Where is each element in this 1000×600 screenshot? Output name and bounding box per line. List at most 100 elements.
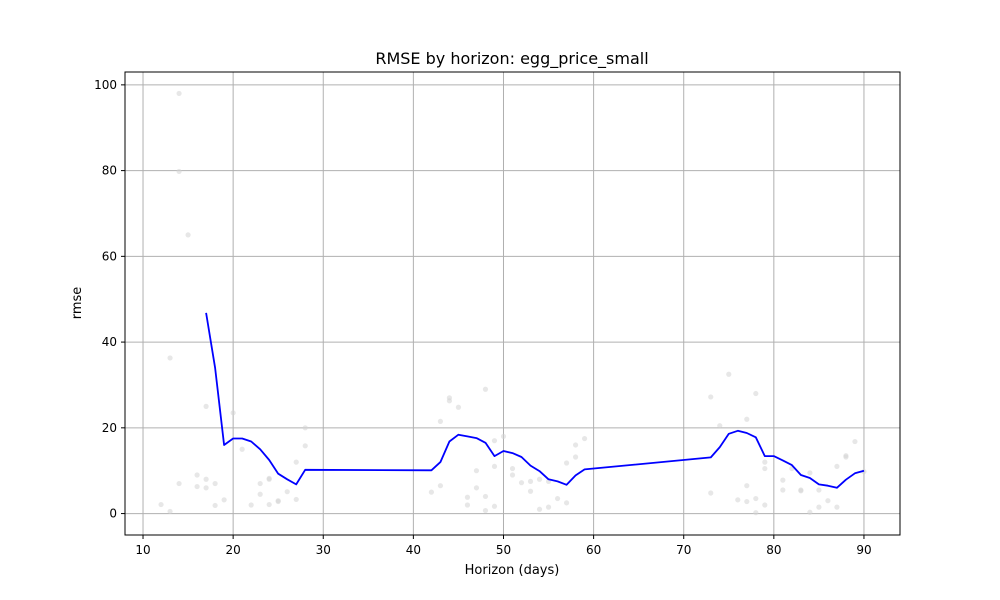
scatter-point [816, 487, 822, 493]
scatter-point [807, 509, 813, 515]
scatter-point [735, 497, 741, 503]
scatter-point [482, 493, 489, 500]
scatter-point [473, 468, 480, 474]
scatter-point [176, 90, 182, 97]
scatter-point [852, 438, 858, 445]
scatter-point [491, 438, 498, 444]
scatter-point [554, 495, 561, 502]
scatter-point [302, 443, 308, 449]
scatter-point [293, 459, 299, 465]
scatter-point [500, 433, 507, 439]
scatter-point [437, 418, 444, 424]
scatter-point [744, 416, 750, 422]
scatter-point [482, 386, 489, 392]
y-tick-label: 40 [102, 335, 117, 349]
scatter-point [816, 504, 822, 510]
chart-title: RMSE by horizon: egg_price_small [375, 49, 648, 69]
grid [125, 72, 900, 535]
scatter-point [203, 403, 209, 409]
scatter-point [284, 489, 290, 495]
scatter-point [545, 504, 552, 510]
scatter-point [194, 483, 200, 490]
scatter-point [762, 465, 768, 472]
scatter-point [491, 503, 498, 509]
scatter-point [708, 490, 714, 496]
scatter-point [257, 480, 263, 487]
x-axis: 10 20 30 40 50 60 70 80 90 [135, 535, 872, 557]
y-axis: 0 20 40 60 80 100 [94, 78, 125, 521]
x-tick-label: 80 [766, 543, 781, 557]
scatter-point [176, 168, 182, 175]
scatter-point [798, 488, 804, 494]
scatter-point [302, 425, 308, 431]
scatter-point [572, 442, 579, 448]
y-tick-label: 80 [102, 164, 117, 178]
scatter-point [563, 460, 570, 466]
scatter-point [203, 485, 209, 491]
y-tick-label: 0 [109, 507, 117, 521]
scatter-point [158, 501, 164, 508]
y-tick-label: 20 [102, 421, 117, 435]
scatter-point [843, 454, 849, 460]
scatter-point [194, 472, 200, 478]
scatter-point [753, 510, 759, 516]
scatter-point [167, 355, 173, 361]
scatter-point [491, 463, 498, 470]
scatter-point [257, 491, 263, 497]
y-axis-label: rmse [70, 287, 85, 320]
scatter-point [762, 502, 768, 508]
scatter-point [248, 502, 254, 508]
scatter-point [825, 498, 831, 504]
scatter-point [518, 480, 525, 486]
x-tick-label: 70 [676, 543, 691, 557]
scatter-point [464, 502, 471, 508]
scatter-point [212, 480, 218, 487]
scatter-point [212, 502, 218, 509]
scatter-point [536, 476, 543, 482]
scatter-point [176, 480, 182, 487]
rmse-line [205, 312, 865, 489]
scatter-point [275, 498, 281, 504]
scatter-point [744, 498, 750, 505]
scatter-point [527, 478, 534, 485]
y-tick-label: 100 [94, 78, 117, 92]
scatter-point [473, 485, 480, 491]
scatter-point [753, 390, 759, 397]
scatter-point [230, 410, 236, 416]
scatter-point [834, 504, 840, 510]
scatter-point [581, 435, 588, 442]
x-tick-label: 50 [496, 543, 511, 557]
x-axis-label: Horizon (days) [465, 563, 560, 578]
scatter-point [293, 496, 299, 503]
scatter-point [536, 506, 543, 512]
plot-frame [124, 71, 901, 536]
x-tick-label: 20 [225, 543, 240, 557]
scatter-point [572, 454, 579, 460]
scatter-point [221, 497, 227, 503]
scatter-point [780, 477, 786, 483]
scatter-point [266, 501, 272, 508]
scatter-point [834, 463, 840, 470]
x-tick-label: 30 [316, 543, 331, 557]
scatter-point [437, 483, 444, 489]
x-tick-label: 90 [856, 543, 871, 557]
scatter-point [717, 423, 723, 429]
scatter-point [167, 508, 173, 515]
scatter-point [239, 446, 245, 452]
scatter-point [482, 507, 489, 514]
scatter-series [158, 90, 867, 516]
scatter-point [563, 500, 570, 506]
scatter-point [428, 489, 434, 495]
scatter-point [509, 465, 516, 472]
scatter-point [744, 483, 750, 489]
line-series [205, 312, 865, 489]
scatter-point [807, 470, 813, 476]
scatter-point [509, 472, 516, 478]
scatter-point [266, 476, 272, 482]
y-tick-label: 60 [102, 249, 117, 263]
scatter-point [753, 495, 759, 502]
scatter-point [464, 494, 471, 500]
x-tick-label: 10 [135, 543, 150, 557]
